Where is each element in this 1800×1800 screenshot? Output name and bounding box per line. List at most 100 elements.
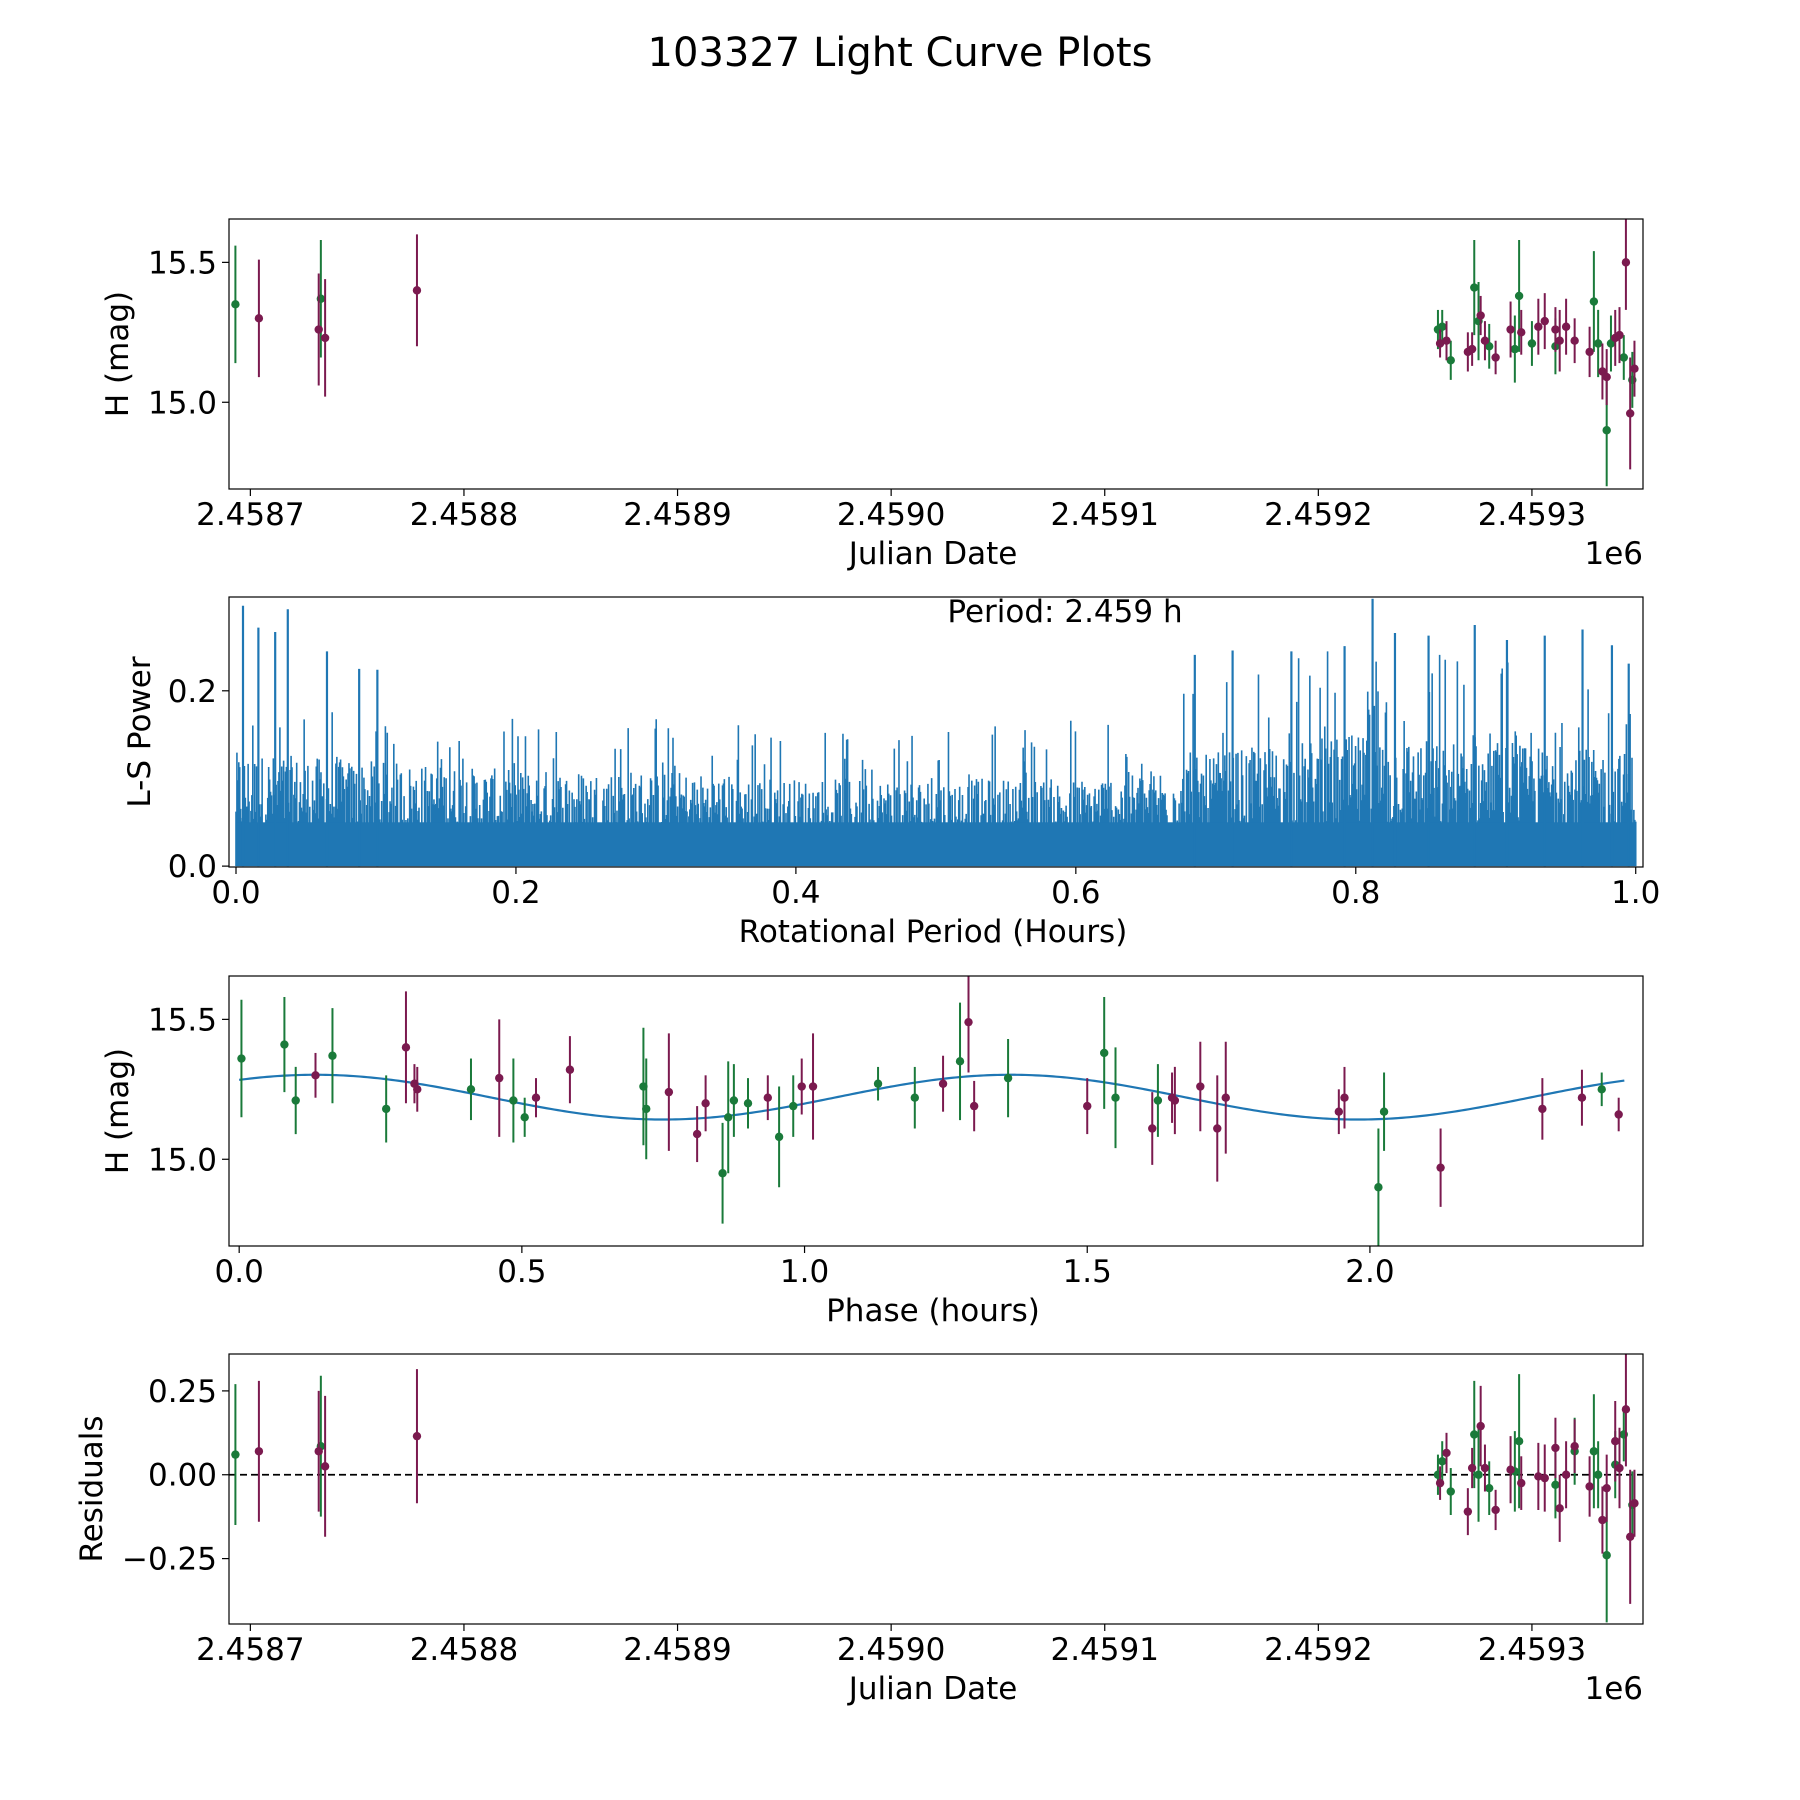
data-point <box>231 1450 240 1459</box>
phased-axes: 0.0 0.5 1.0 1.5 2.0 15.0 15.5 Phase (hours) H (m… <box>100 975 1644 1329</box>
data-point <box>1585 347 1594 357</box>
data-point <box>1615 1463 1624 1473</box>
data-point <box>938 1079 948 1088</box>
periodogram-data <box>235 598 1637 867</box>
x-tick-label: 2.4589 <box>623 497 731 533</box>
data-point <box>1170 1096 1180 1105</box>
data-point <box>401 1043 411 1052</box>
data-point <box>1625 409 1635 418</box>
data-point <box>789 1101 798 1111</box>
data-point <box>1438 1457 1447 1466</box>
data-point <box>1510 344 1520 354</box>
data-point <box>1153 1096 1163 1105</box>
data-point <box>729 1096 739 1105</box>
data-point <box>320 1462 330 1471</box>
periodogram-axes: 0.0 0.2 0.4 0.6 0.8 1.0 0.0 0.2 Rotational Perio… <box>122 594 1660 950</box>
x-tick-label: 0.0 <box>211 875 260 911</box>
data-point <box>1555 1504 1564 1513</box>
data-point <box>1467 344 1477 354</box>
y-tick-label: 0.00 <box>148 1458 217 1494</box>
data-point <box>1436 1163 1445 1172</box>
data-point <box>910 1093 919 1102</box>
data-point <box>718 1169 727 1178</box>
residuals-frame <box>228 1353 1644 1625</box>
x-tick-label: 1.0 <box>1611 875 1660 911</box>
period-annotation: Period: 2.459 h <box>947 594 1182 630</box>
y-tick-label: 15.5 <box>148 1002 217 1038</box>
data-point <box>1602 1551 1611 1560</box>
data-point <box>1614 1110 1623 1119</box>
data-point <box>964 1017 973 1027</box>
data-point <box>320 333 330 343</box>
data-point <box>1561 1470 1571 1479</box>
x-tick-label: 1.0 <box>780 1254 829 1290</box>
data-point <box>1480 336 1490 345</box>
data-point <box>1602 1483 1611 1493</box>
data-point <box>1435 339 1445 348</box>
data-point <box>509 1096 518 1105</box>
data-point <box>1446 356 1455 365</box>
data-point <box>1611 1437 1620 1446</box>
data-point <box>1474 1470 1483 1479</box>
x-offset-label: 1e6 <box>1584 1671 1643 1707</box>
y-axis-label: L-S Power <box>122 656 158 807</box>
data-point <box>531 1093 541 1102</box>
data-point <box>1621 1405 1631 1414</box>
data-point <box>328 1051 337 1060</box>
data-point <box>1514 291 1524 301</box>
data-point <box>1083 1101 1092 1111</box>
data-point <box>1491 353 1500 362</box>
data-point <box>1540 1473 1549 1483</box>
data-point <box>1615 330 1624 340</box>
figure-title: 103327 Light Curve Plots <box>648 30 1153 76</box>
x-axis-label: Rotational Period (Hours) <box>739 914 1128 950</box>
data-point <box>1514 1437 1524 1446</box>
data-point <box>1099 1048 1109 1058</box>
data-point <box>280 1040 289 1049</box>
data-point <box>664 1087 674 1097</box>
data-point <box>1379 1107 1389 1116</box>
data-point <box>1593 339 1603 348</box>
x-tick-label: 2.4588 <box>410 497 518 533</box>
data-point <box>1148 1124 1157 1133</box>
x-axis-label: Julian Date <box>847 536 1018 572</box>
x-offset-label: 1e6 <box>1584 536 1643 572</box>
data-point <box>1442 336 1451 345</box>
x-tick-label: 2.4590 <box>837 1632 945 1668</box>
data-point <box>1446 1487 1455 1496</box>
data-point <box>1598 1515 1607 1525</box>
data-point <box>1551 325 1560 334</box>
data-point <box>743 1099 753 1108</box>
data-point <box>565 1065 575 1074</box>
data-point <box>237 1054 246 1063</box>
x-tick-label: 2.4592 <box>1264 497 1372 533</box>
data-point <box>1470 283 1479 292</box>
data-point <box>466 1085 476 1094</box>
data-point <box>1470 1430 1479 1439</box>
y-axis-label: H (mag) <box>100 291 136 417</box>
x-tick-label: 2.4587 <box>196 1632 304 1668</box>
data-point <box>808 1082 818 1091</box>
data-point <box>1534 322 1543 331</box>
y-axis-label: Residuals <box>74 1415 110 1562</box>
x-tick-label: 0.2 <box>491 875 540 911</box>
data-point <box>724 1113 733 1122</box>
lightcurve-axes: 2.4587 2.4588 2.4589 2.4590 2.4591 2.4592 2.45… <box>100 218 1644 572</box>
data-point <box>763 1093 773 1102</box>
residuals-data <box>229 1354 1643 1623</box>
data-point <box>1570 336 1579 345</box>
periodogram-frame <box>228 596 1644 868</box>
data-point <box>1476 1421 1485 1431</box>
data-point <box>1111 1093 1120 1102</box>
data-point <box>1480 1463 1490 1473</box>
data-point <box>1621 258 1631 267</box>
data-point <box>873 1079 883 1088</box>
data-point <box>1561 322 1571 331</box>
lightcurve-data <box>231 219 1639 487</box>
data-point <box>1527 339 1537 348</box>
data-point <box>692 1129 702 1139</box>
data-point <box>1585 1482 1594 1491</box>
y-tick-label: 0.2 <box>168 674 217 710</box>
data-point <box>413 1085 422 1094</box>
